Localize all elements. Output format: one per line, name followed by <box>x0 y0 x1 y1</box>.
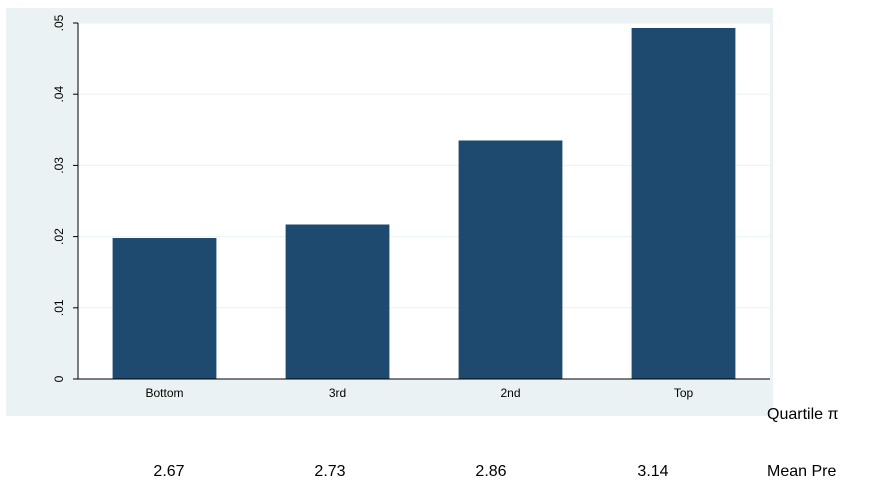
bar <box>112 238 217 379</box>
quartile-axis-label: Quartile π <box>767 406 839 423</box>
chart-area: 0 .01 .02 .03 .04 .05 Bottom 3rd 2nd Top <box>6 8 773 416</box>
mean-value-2nd: 2.86 <box>475 463 507 480</box>
mean-value-top: 3.14 <box>637 463 669 480</box>
x-tick-label: Bottom <box>145 386 183 400</box>
y-tick-label: .01 <box>52 299 66 316</box>
bar <box>631 27 736 379</box>
bar <box>458 140 563 379</box>
x-tick-label: 2nd <box>500 386 520 400</box>
mean-value-bottom: 2.67 <box>153 463 185 480</box>
x-tick-label: 3rd <box>329 386 346 400</box>
y-tick-label: 0 <box>52 375 66 382</box>
y-tick-label: .05 <box>52 14 66 31</box>
x-tick-label: Top <box>674 386 694 400</box>
mean-value-3rd: 2.73 <box>314 463 346 480</box>
mean-row-label: Mean Pre <box>767 463 837 480</box>
y-tick-label: .02 <box>52 228 66 245</box>
y-tick-label: .03 <box>52 157 66 174</box>
bar <box>285 224 390 379</box>
bar-chart: 0 .01 .02 .03 .04 .05 Bottom 3rd 2nd Top <box>52 14 770 400</box>
y-tick-label: .04 <box>52 86 66 103</box>
